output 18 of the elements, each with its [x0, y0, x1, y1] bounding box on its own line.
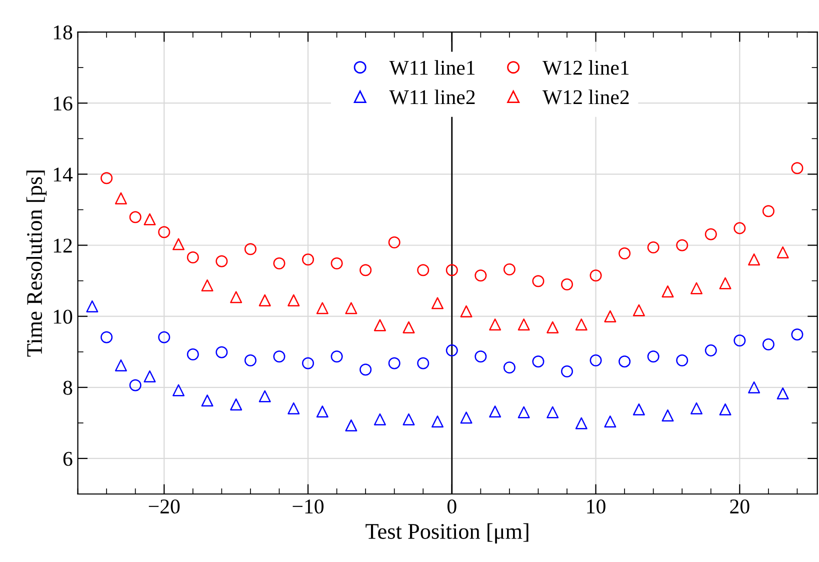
x-axis-title: Test Position [μm]	[366, 523, 528, 544]
legend-label: W12 line2	[542, 90, 629, 104]
x-tick-label: 20	[730, 499, 750, 514]
y-tick-label: 18	[54, 25, 72, 40]
y-tick-label: 6	[63, 452, 72, 466]
legend-label: W12 line1	[542, 60, 629, 75]
y-tick-label: 10	[54, 310, 72, 324]
y-tick-label: 16	[54, 96, 72, 111]
x-tick-label: 10	[587, 499, 606, 514]
legend-label: W11 line1	[389, 60, 475, 75]
x-tick-label: −20	[148, 499, 180, 514]
y-tick-label: 14	[54, 168, 73, 182]
x-tick-label: 0	[447, 499, 456, 514]
legend-label: W11 line2	[389, 90, 475, 104]
y-tick-label: 8	[63, 380, 72, 395]
y-axis-title: Time Resolution [ps]	[26, 170, 47, 357]
x-tick-label: −10	[292, 499, 324, 514]
y-tick-label: 12	[54, 238, 72, 252]
